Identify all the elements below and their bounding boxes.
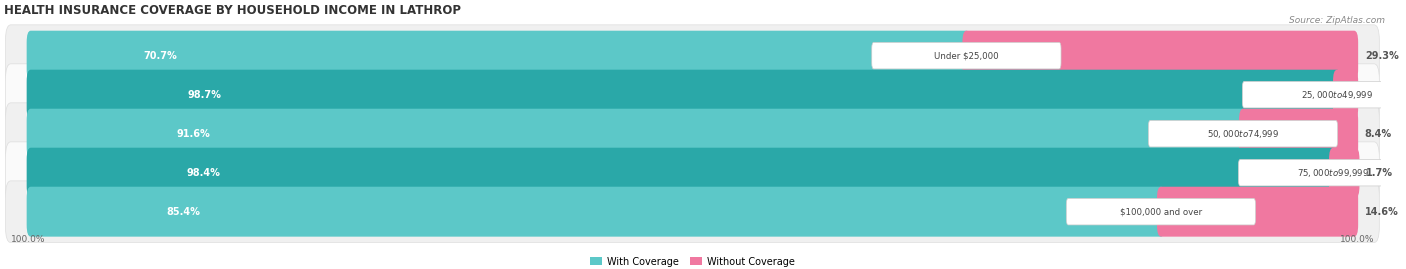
Text: 8.4%: 8.4% xyxy=(1365,129,1392,139)
FancyBboxPatch shape xyxy=(6,25,1379,86)
FancyBboxPatch shape xyxy=(1239,160,1406,186)
FancyBboxPatch shape xyxy=(1239,109,1358,159)
Text: HEALTH INSURANCE COVERAGE BY HOUSEHOLD INCOME IN LATHROP: HEALTH INSURANCE COVERAGE BY HOUSEHOLD I… xyxy=(4,4,461,17)
Text: 98.4%: 98.4% xyxy=(187,168,221,178)
Text: 100.0%: 100.0% xyxy=(1340,235,1374,244)
FancyBboxPatch shape xyxy=(6,142,1379,203)
Text: 14.6%: 14.6% xyxy=(1365,207,1399,217)
FancyBboxPatch shape xyxy=(6,181,1379,242)
FancyBboxPatch shape xyxy=(1066,199,1256,225)
Text: Under $25,000: Under $25,000 xyxy=(934,51,998,60)
FancyBboxPatch shape xyxy=(27,31,970,81)
Text: 29.3%: 29.3% xyxy=(1365,51,1399,61)
Text: $75,000 to $99,999: $75,000 to $99,999 xyxy=(1296,167,1369,179)
Text: Source: ZipAtlas.com: Source: ZipAtlas.com xyxy=(1289,16,1385,25)
FancyBboxPatch shape xyxy=(27,187,1166,237)
Text: $50,000 to $74,999: $50,000 to $74,999 xyxy=(1206,128,1279,140)
Text: 91.6%: 91.6% xyxy=(176,129,209,139)
FancyBboxPatch shape xyxy=(1329,148,1360,198)
FancyBboxPatch shape xyxy=(6,103,1379,164)
FancyBboxPatch shape xyxy=(1149,121,1337,147)
FancyBboxPatch shape xyxy=(27,70,1341,120)
Text: 70.7%: 70.7% xyxy=(143,51,177,61)
Text: 1.7%: 1.7% xyxy=(1367,168,1393,178)
FancyBboxPatch shape xyxy=(1157,187,1358,237)
FancyBboxPatch shape xyxy=(872,43,1062,69)
Text: $100,000 and over: $100,000 and over xyxy=(1121,207,1202,216)
Text: 98.7%: 98.7% xyxy=(187,90,221,100)
FancyBboxPatch shape xyxy=(6,64,1379,125)
FancyBboxPatch shape xyxy=(1333,70,1358,120)
FancyBboxPatch shape xyxy=(963,31,1358,81)
FancyBboxPatch shape xyxy=(27,109,1247,159)
Text: 85.4%: 85.4% xyxy=(166,207,200,217)
Text: $25,000 to $49,999: $25,000 to $49,999 xyxy=(1301,89,1374,101)
FancyBboxPatch shape xyxy=(1243,82,1406,108)
Text: 100.0%: 100.0% xyxy=(11,235,45,244)
FancyBboxPatch shape xyxy=(27,148,1337,198)
Legend: With Coverage, Without Coverage: With Coverage, Without Coverage xyxy=(591,257,794,267)
